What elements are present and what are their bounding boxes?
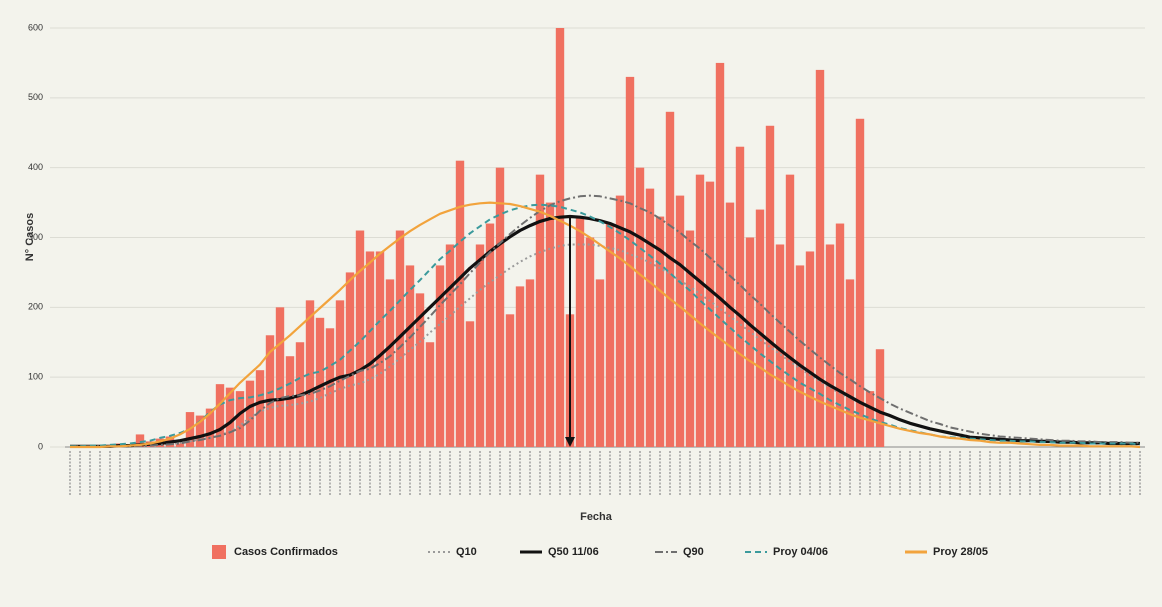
bar <box>775 244 785 447</box>
bar <box>475 244 485 447</box>
line-series <box>70 194 1140 448</box>
legend-label: Casos Confirmados <box>234 546 338 558</box>
bar <box>275 307 285 447</box>
bar <box>865 391 875 447</box>
bar <box>625 76 635 447</box>
bar <box>455 160 465 447</box>
bar <box>755 209 765 447</box>
y-tick-label: 600 <box>28 22 43 32</box>
bar <box>545 202 555 447</box>
bar <box>785 174 795 447</box>
bar <box>665 111 675 448</box>
bar <box>245 380 255 447</box>
bar <box>735 146 745 447</box>
peak-arrowhead <box>565 437 575 447</box>
bar <box>485 223 495 447</box>
bar <box>685 230 695 447</box>
y-tick-label: 500 <box>28 92 43 102</box>
legend-label: Q50 11/06 <box>548 546 599 558</box>
bar <box>255 370 265 447</box>
bar <box>205 408 215 447</box>
legend-label: Q10 <box>456 546 477 558</box>
legend-label: Proy 04/06 <box>773 546 828 558</box>
bar <box>525 279 535 447</box>
bar <box>825 244 835 447</box>
bar <box>635 167 645 447</box>
bar <box>595 279 605 447</box>
bar <box>465 321 475 447</box>
legend-swatch <box>212 545 226 559</box>
bar <box>335 300 345 447</box>
bar <box>515 286 525 447</box>
bar <box>585 237 595 447</box>
bar <box>495 167 505 447</box>
bar <box>505 314 515 447</box>
bar <box>655 216 665 447</box>
bar <box>535 174 545 447</box>
bar <box>605 223 615 447</box>
bar <box>845 279 855 447</box>
bar <box>765 125 775 448</box>
bar <box>315 317 325 447</box>
bar <box>305 300 315 447</box>
bar <box>385 279 395 447</box>
bar <box>355 230 365 447</box>
bar <box>575 216 585 447</box>
bar <box>445 244 455 447</box>
bar <box>215 384 225 447</box>
bar <box>225 387 235 447</box>
x-axis-title: Fecha <box>580 511 613 523</box>
y-tick-label: 200 <box>28 302 43 312</box>
bar <box>325 328 335 447</box>
bar <box>805 251 815 447</box>
bar <box>555 28 565 447</box>
bar <box>365 251 375 447</box>
y-tick-label: 0 <box>38 441 43 451</box>
line-series <box>70 201 1141 449</box>
bar <box>715 62 725 448</box>
bar <box>235 391 245 447</box>
bar <box>265 335 275 447</box>
bar <box>345 272 355 447</box>
bar <box>745 237 755 447</box>
bar <box>175 443 185 447</box>
line-series <box>70 214 1140 448</box>
bar <box>425 342 435 447</box>
y-tick-label: 100 <box>28 372 43 382</box>
bar <box>285 356 295 447</box>
y-tick-label: 400 <box>28 162 43 172</box>
legend-label: Proy 28/05 <box>933 546 988 558</box>
bar <box>435 265 445 447</box>
y-tick-label: 300 <box>28 232 43 242</box>
legend-label: Q90 <box>683 546 704 558</box>
bar <box>195 415 205 447</box>
y-axis-title: N° Casos <box>24 213 36 261</box>
bar <box>675 195 685 447</box>
bar <box>645 188 655 447</box>
bar <box>695 174 705 447</box>
bar <box>725 202 735 447</box>
bar <box>855 118 865 448</box>
bar <box>405 265 415 447</box>
bar <box>415 293 425 447</box>
bar <box>135 434 145 447</box>
bar <box>815 69 825 448</box>
bar <box>615 195 625 447</box>
bar <box>835 223 845 447</box>
bar <box>705 181 715 447</box>
bar <box>795 265 805 447</box>
bar <box>375 251 385 447</box>
